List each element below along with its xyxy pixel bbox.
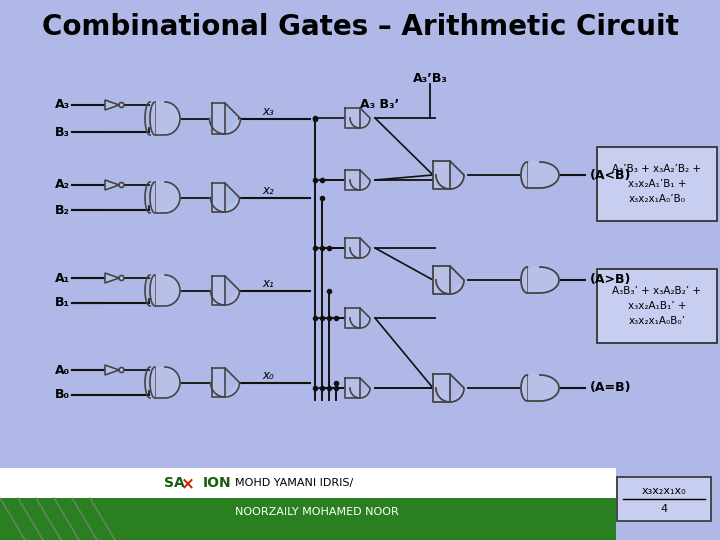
Polygon shape [150,367,180,398]
Polygon shape [433,161,450,189]
Polygon shape [436,374,464,402]
Polygon shape [210,183,240,212]
Text: A₃B₃’ + x₃A₂B₂’ +
x₃x₂A₁B₁’ +
x₃x₂x₁A₀B₀’: A₃B₃’ + x₃A₂B₂’ + x₃x₂A₁B₁’ + x₃x₂x₁A₀B₀… [613,286,701,326]
Polygon shape [345,378,360,398]
Text: (A=B): (A=B) [590,381,631,395]
Text: A₃’B₃ + x₃A₂’B₂ +
x₃x₂A₁’B₁ +
x₃x₂x₁A₀’B₀: A₃’B₃ + x₃A₂’B₂ + x₃x₂A₁’B₁ + x₃x₂x₁A₀’B… [613,164,701,204]
Text: 4: 4 [660,504,667,514]
Text: B₂: B₂ [55,204,70,217]
Text: NOORZAILY MOHAMED NOOR: NOORZAILY MOHAMED NOOR [235,507,399,517]
Polygon shape [210,103,240,134]
FancyBboxPatch shape [597,147,717,221]
Text: (A>B): (A>B) [590,273,631,287]
Text: SA: SA [164,476,185,490]
Text: A₃’B₃: A₃’B₃ [413,71,447,84]
Bar [0,498,616,540]
Polygon shape [150,102,180,135]
Text: ION: ION [203,476,232,490]
Polygon shape [210,276,240,305]
Circle shape [119,183,124,187]
Polygon shape [350,308,370,328]
Polygon shape [105,365,119,375]
Polygon shape [350,238,370,258]
Polygon shape [350,170,370,190]
Text: A₀: A₀ [55,363,70,376]
Text: x₂: x₂ [262,184,274,197]
Polygon shape [105,100,119,110]
Polygon shape [433,374,450,402]
Bar [0,468,616,498]
Circle shape [119,103,124,107]
Text: A₁: A₁ [55,272,70,285]
Polygon shape [345,238,360,258]
Polygon shape [350,378,370,398]
Text: x₁: x₁ [262,277,274,290]
Circle shape [119,275,124,280]
Text: x₀: x₀ [262,369,274,382]
Polygon shape [212,276,225,305]
Polygon shape [436,161,464,189]
Polygon shape [350,108,370,128]
Polygon shape [433,266,450,294]
Text: x₃: x₃ [262,105,274,118]
Text: ⨯: ⨯ [181,474,195,492]
Polygon shape [150,275,180,306]
Circle shape [119,368,124,373]
Text: x₃x₂x₁x₀: x₃x₂x₁x₀ [642,486,686,496]
Polygon shape [521,375,559,401]
Polygon shape [212,183,225,212]
Text: MOHD YAMANI IDRIS/: MOHD YAMANI IDRIS/ [235,478,354,488]
Text: Combinational Gates – Arithmetic Circuit: Combinational Gates – Arithmetic Circuit [42,13,678,41]
Text: B₁: B₁ [55,296,70,309]
Text: A₃: A₃ [55,98,70,111]
Text: A₃ B₃’: A₃ B₃’ [360,98,400,111]
FancyBboxPatch shape [617,477,711,521]
Polygon shape [210,368,240,397]
Polygon shape [105,273,119,283]
Polygon shape [521,267,559,293]
Text: B₃: B₃ [55,125,70,138]
Text: B₀: B₀ [55,388,70,402]
Polygon shape [345,108,360,128]
FancyBboxPatch shape [597,269,717,343]
Text: (A<B): (A<B) [590,168,631,181]
Polygon shape [212,368,225,397]
Polygon shape [345,308,360,328]
Polygon shape [150,182,180,213]
Polygon shape [436,266,464,294]
Polygon shape [212,103,225,134]
Polygon shape [105,180,119,190]
Polygon shape [521,162,559,188]
Polygon shape [345,170,360,190]
Text: A₂: A₂ [55,179,70,192]
